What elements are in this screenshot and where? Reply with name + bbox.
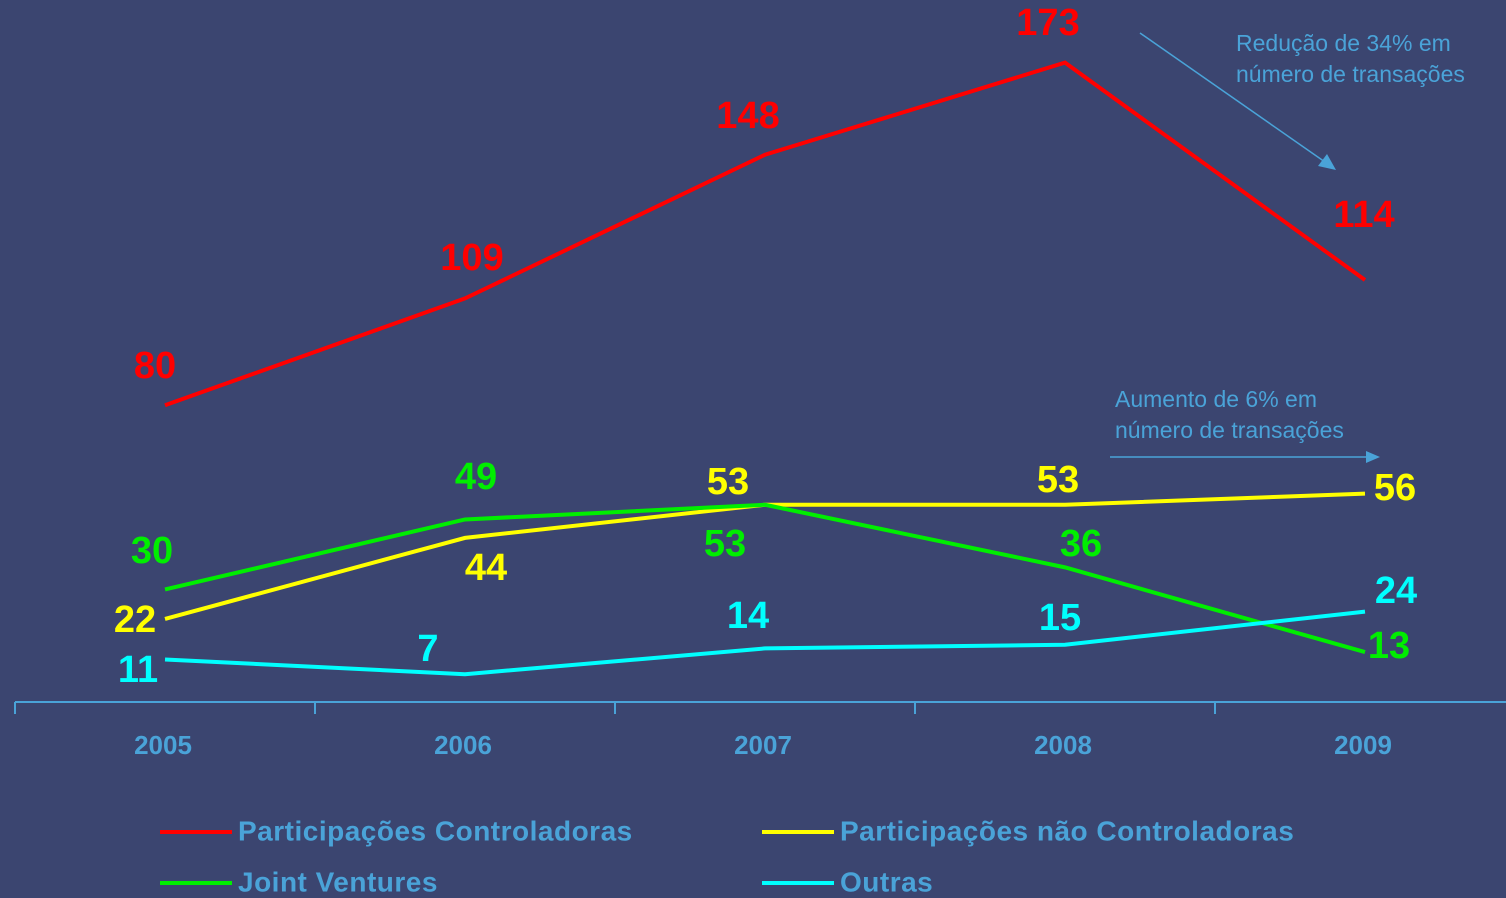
legend-label: Outras [840,866,933,897]
data-label: 53 [1037,459,1079,501]
x-tick-label: 2006 [434,730,492,760]
data-label: 173 [1016,2,1079,44]
data-label: 24 [1375,570,1417,612]
data-label: 22 [114,599,156,641]
data-label: 56 [1374,467,1416,509]
data-label: 53 [707,461,749,503]
annotation: número de transações [1115,417,1344,443]
annotation-arrow [1139,32,1326,163]
legend-label: Participações não Controladoras [840,815,1294,846]
legend-label: Participações Controladoras [238,815,633,846]
series-line [164,60,1367,408]
annotation: Aumento de 6% em [1115,386,1317,412]
data-label: 44 [465,547,507,589]
data-label: 80 [134,345,176,387]
x-tick-label: 2007 [734,730,792,760]
annotation-arrowhead [1318,154,1336,170]
series-line [164,609,1366,677]
x-tick-label: 2009 [1334,730,1392,760]
data-label: 109 [440,237,503,279]
data-label: 14 [727,595,769,637]
data-label: 11 [118,649,158,691]
annotation-arrowhead [1366,451,1380,463]
x-tick-label: 2005 [134,730,192,760]
data-label: 30 [131,530,173,572]
series-line [164,502,1366,655]
data-label: 148 [716,95,779,137]
data-label: 53 [704,523,746,565]
annotation: número de transações [1236,61,1465,87]
data-label: 36 [1060,523,1102,565]
data-label: 13 [1368,625,1410,667]
data-label: 114 [1333,194,1394,236]
annotation: Redução de 34% em [1236,30,1451,56]
data-label: 49 [455,456,497,498]
legend-label: Joint Ventures [238,866,438,897]
data-label: 15 [1039,597,1081,639]
x-tick-label: 2008 [1034,730,1092,760]
data-label: 7 [417,628,438,670]
